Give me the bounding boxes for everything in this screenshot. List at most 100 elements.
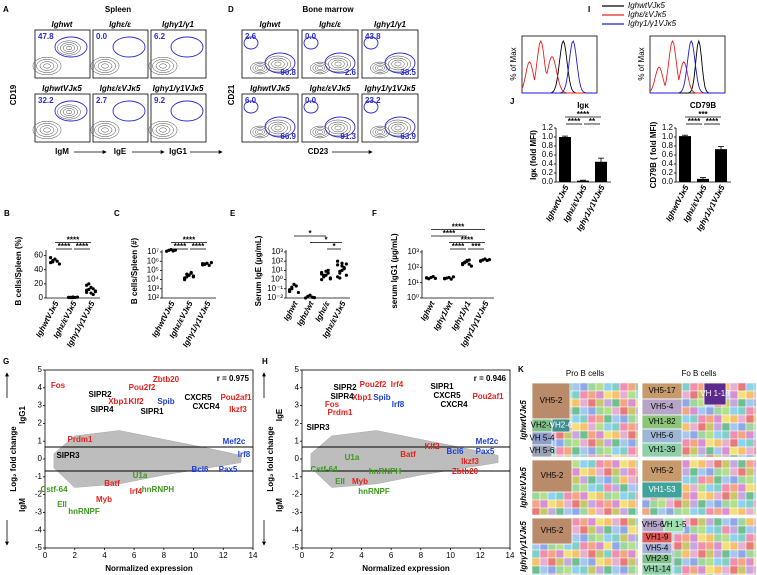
contour: [32, 56, 62, 76]
significance: ****: [452, 242, 465, 251]
treemap-cell: [745, 422, 755, 432]
treemap-cell: [619, 422, 629, 432]
gene-label: Fos: [51, 381, 66, 390]
gene-label: Batf: [400, 450, 416, 459]
segment-label: VH1-53: [648, 485, 676, 494]
contour: [94, 59, 116, 73]
treemap-cell: [627, 491, 637, 501]
treemap-cell: [737, 565, 747, 575]
treemap-cell: [753, 390, 757, 400]
treemap-cell: [721, 533, 731, 543]
treemap-cell: [737, 557, 747, 567]
treemap-cell: [737, 549, 747, 559]
gate-percentage: 23.2: [365, 96, 381, 105]
treemap-cell: [587, 549, 597, 559]
segment-label: VH2-9: [646, 554, 669, 563]
segment-label: VH2-9: [531, 421, 554, 430]
treemap-cell: [619, 565, 629, 575]
treemap-cell: [697, 483, 707, 493]
gate-percentage: 32.2: [38, 96, 54, 105]
treemap-cell: [595, 406, 605, 416]
treemap-cell: [713, 467, 723, 477]
treemap-cell: [587, 459, 597, 469]
treemap-cell: [753, 475, 757, 485]
treemap-cell: [721, 446, 731, 456]
significance: ****: [706, 117, 719, 126]
treemap-cell: [619, 398, 629, 408]
treemap-cell: [571, 507, 581, 516]
treemap-cell: [673, 557, 683, 567]
contour: [152, 123, 174, 137]
treemap-cell: [721, 507, 731, 516]
treemap-cell: [595, 499, 605, 509]
axis-label: Log₂ fold change: [9, 426, 18, 492]
y-tick-label: 5: [295, 365, 300, 374]
treemap-cell: [611, 459, 621, 469]
treemap-cell: [619, 414, 629, 424]
y-tick-label: 40: [34, 265, 43, 274]
segment-label: VH 5-6: [530, 446, 555, 455]
treemap-cell: [603, 390, 613, 400]
segment-label: VH1-39: [648, 445, 676, 454]
treemap-cell: [745, 541, 755, 551]
treemap-cell: [603, 499, 613, 509]
treemap-cell: [627, 549, 637, 559]
gene-label: Pou2af1: [472, 392, 504, 401]
treemap-cell: [555, 549, 565, 559]
data-point: [51, 260, 55, 264]
data-point: [49, 256, 53, 260]
treemap-cell: [729, 430, 739, 440]
y-tick-label: 1.2: [662, 123, 674, 132]
gene-label: Spib: [157, 397, 174, 406]
x-tick-label: 8: [162, 551, 167, 560]
contour: [148, 120, 178, 140]
panel-label: F: [372, 209, 377, 218]
treemap-cell: [721, 467, 731, 477]
treemap-cell: [745, 406, 755, 416]
treemap-cell: [729, 454, 739, 458]
treemap-cell: [571, 467, 581, 477]
gene-label: SIPR3: [56, 451, 80, 460]
x-tick-label: 6: [389, 551, 394, 560]
data-point: [288, 288, 292, 292]
treemap-cell: [611, 475, 621, 485]
genotype-label: Ighwt: [52, 20, 73, 29]
gate-percentage: 0.0: [96, 32, 108, 41]
treemap-cell: [619, 517, 629, 527]
treemap-cell: [737, 459, 747, 469]
treemap-cell: [713, 422, 723, 432]
treemap-cell: [753, 483, 757, 493]
treemap-cell: [587, 438, 597, 448]
gene-label: Xbp1: [108, 397, 128, 406]
treemap-cell: [705, 541, 715, 551]
treemap-cell: [571, 533, 581, 543]
data-point: [344, 273, 348, 277]
treemap-cell: [681, 491, 691, 501]
treemap-cell: [697, 517, 707, 527]
treemap-cell: [571, 398, 581, 408]
treemap-cell: [579, 533, 589, 543]
treemap-cell: [697, 557, 707, 567]
treemap-cell: [689, 459, 699, 469]
treemap-cell: [681, 390, 691, 400]
segment-label: VH5-6: [651, 431, 674, 440]
contour: [317, 130, 323, 134]
contour: [271, 59, 285, 69]
treemap-cell: [745, 382, 755, 392]
axis-label: B cells/Spleen (#): [130, 238, 139, 305]
treemap-cell: [587, 398, 597, 408]
gate-percentage: 6.2: [154, 32, 166, 41]
contour: [274, 125, 282, 131]
data-point: [209, 261, 213, 265]
treemap-cell: [595, 491, 605, 501]
gate-percentage: 63.9: [400, 132, 416, 141]
treemap-cell: [673, 499, 683, 509]
treemap-cell: [627, 382, 637, 392]
significance: ****: [452, 222, 465, 231]
treemap-cell: [713, 459, 723, 469]
treemap-cell: [579, 438, 589, 448]
treemap-cell: [587, 507, 597, 516]
treemap-cell: [619, 541, 629, 551]
treemap-cell: [563, 438, 573, 448]
